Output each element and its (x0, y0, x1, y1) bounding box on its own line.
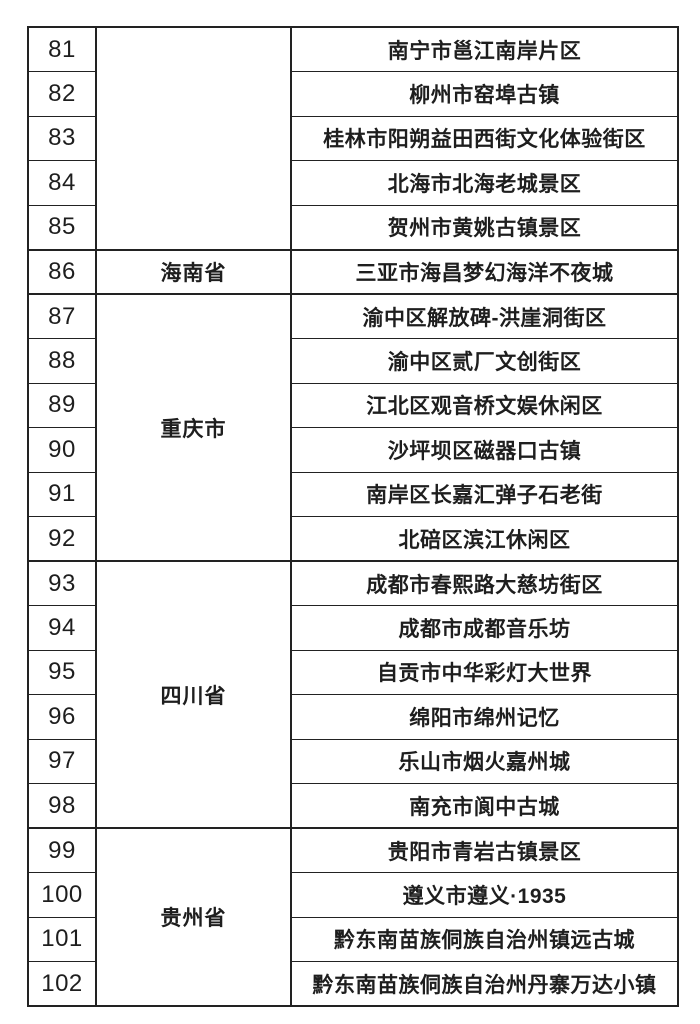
row-number: 97 (27, 738, 97, 784)
table-row: 93 四川省 成都市春熙路大慈坊街区 (27, 560, 679, 829)
attraction-name: 黔东南苗族侗族自治州丹寨万达小镇 (290, 961, 679, 1007)
row-number: 101 (27, 916, 97, 962)
table-row: 99 贵州省 贵阳市青岩古镇景区 (27, 827, 679, 1007)
table-row: 83 桂林市阳朔益田西街文化体验街区 (27, 115, 679, 161)
table-row: 86 海南省 三亚市海昌梦幻海洋不夜城 (27, 248, 679, 295)
table-row: 96 绵阳市绵州记忆 (27, 694, 679, 740)
table-row: 98 南充市阆中古城 (27, 783, 679, 829)
attraction-name: 南岸区长嘉汇弹子石老街 (290, 471, 679, 517)
row-number: 86 (27, 248, 97, 295)
row-number: 90 (27, 427, 97, 473)
attraction-name: 北碚区滨江休闲区 (290, 516, 679, 562)
table-row: 84 北海市北海老城景区 (27, 160, 679, 206)
table-row: 88 渝中区贰厂文创街区 (27, 338, 679, 384)
table-row: 95 自贡市中华彩灯大世界 (27, 649, 679, 695)
row-number: 99 (27, 827, 97, 873)
table-row: 90 沙坪坝区磁器口古镇 (27, 427, 679, 473)
row-number: 92 (27, 516, 97, 562)
province-cell-sichuan: 四川省 (95, 560, 292, 829)
row-number: 82 (27, 71, 97, 117)
attraction-name: 渝中区贰厂文创街区 (290, 338, 679, 384)
attraction-name: 桂林市阳朔益田西街文化体验街区 (290, 115, 679, 161)
row-number: 102 (27, 961, 97, 1007)
attraction-table: 81 南宁市邕江南岸片区 82 柳州市窑埠古镇 83 桂林市阳朔益田西街文化体验… (27, 26, 679, 1007)
province-cell-empty (95, 26, 292, 250)
attraction-name: 贵阳市青岩古镇景区 (290, 827, 679, 873)
attraction-name: 三亚市海昌梦幻海洋不夜城 (290, 248, 679, 295)
table-row: 101 黔东南苗族侗族自治州镇远古城 (27, 916, 679, 962)
row-number: 87 (27, 293, 97, 339)
table-row: 89 江北区观音桥文娱休闲区 (27, 382, 679, 428)
row-number: 91 (27, 471, 97, 517)
row-number: 85 (27, 204, 97, 250)
attraction-name: 遵义市遵义·1935 (290, 872, 679, 918)
row-number: 94 (27, 605, 97, 651)
row-number: 81 (27, 26, 97, 72)
table-row: 87 重庆市 渝中区解放碑-洪崖洞街区 (27, 293, 679, 562)
province-cell-chongqing: 重庆市 (95, 293, 292, 562)
row-number: 98 (27, 783, 97, 829)
attraction-name: 成都市成都音乐坊 (290, 605, 679, 651)
row-number: 95 (27, 649, 97, 695)
row-number: 88 (27, 338, 97, 384)
attraction-name: 贺州市黄姚古镇景区 (290, 204, 679, 250)
attraction-name: 沙坪坝区磁器口古镇 (290, 427, 679, 473)
province-cell-guizhou: 贵州省 (95, 827, 292, 1007)
table-row: 82 柳州市窑埠古镇 (27, 71, 679, 117)
row-number: 96 (27, 694, 97, 740)
table-row: 102 黔东南苗族侗族自治州丹寨万达小镇 (27, 961, 679, 1007)
table-row: 85 贺州市黄姚古镇景区 (27, 204, 679, 250)
row-number: 100 (27, 872, 97, 918)
row-number: 84 (27, 160, 97, 206)
province-cell-hainan: 海南省 (95, 248, 292, 295)
row-number: 83 (27, 115, 97, 161)
attraction-name: 江北区观音桥文娱休闲区 (290, 382, 679, 428)
table-row: 100 遵义市遵义·1935 (27, 872, 679, 918)
table-row: 97 乐山市烟火嘉州城 (27, 738, 679, 784)
row-number: 93 (27, 560, 97, 606)
attraction-name: 渝中区解放碑-洪崖洞街区 (290, 293, 679, 339)
attraction-name: 南宁市邕江南岸片区 (290, 26, 679, 72)
table-row: 94 成都市成都音乐坊 (27, 605, 679, 651)
attraction-name: 南充市阆中古城 (290, 783, 679, 829)
attraction-name: 乐山市烟火嘉州城 (290, 738, 679, 784)
table-row: 92 北碚区滨江休闲区 (27, 516, 679, 562)
attraction-name: 自贡市中华彩灯大世界 (290, 649, 679, 695)
table-row: 81 南宁市邕江南岸片区 (27, 26, 679, 250)
table-row: 91 南岸区长嘉汇弹子石老街 (27, 471, 679, 517)
attraction-name: 黔东南苗族侗族自治州镇远古城 (290, 916, 679, 962)
row-number: 89 (27, 382, 97, 428)
attraction-name: 柳州市窑埠古镇 (290, 71, 679, 117)
attraction-name: 绵阳市绵州记忆 (290, 694, 679, 740)
attraction-name: 北海市北海老城景区 (290, 160, 679, 206)
attraction-name: 成都市春熙路大慈坊街区 (290, 560, 679, 606)
